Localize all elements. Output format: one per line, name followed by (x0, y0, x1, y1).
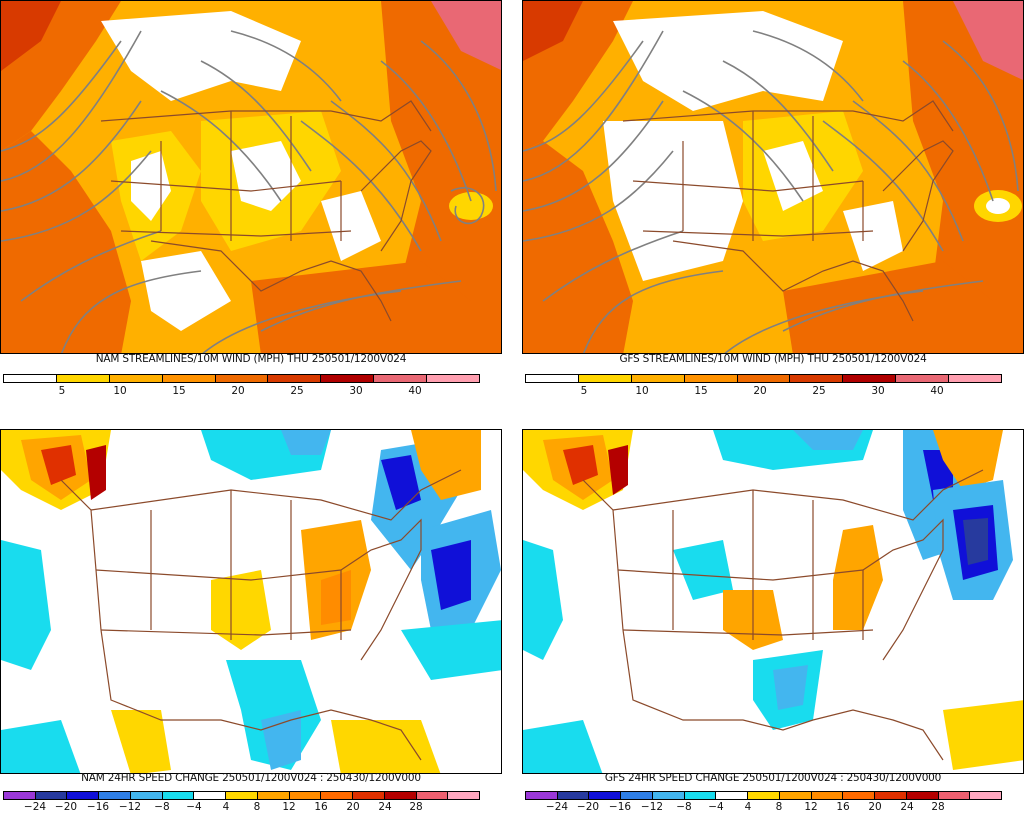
colorbar-tick: 24 (900, 801, 914, 813)
colorbar-ticks: 5 10 15 20 25 30 40 (3, 385, 480, 399)
speed-change-map (1, 430, 501, 773)
change-colorbar (3, 791, 480, 800)
colorbar-tick: 30 (871, 385, 885, 397)
colorbar-tick: 16 (836, 801, 850, 813)
colorbar-tick: −20 (54, 801, 78, 813)
panel-gfs-wind: GFS STREAMLINES/10M WIND (MPH) THU 25050… (522, 0, 1024, 410)
panel-nam-wind: NAM STREAMLINES/10M WIND (MPH) THU 25050… (0, 0, 502, 410)
panel-title: NAM 24HR SPEED CHANGE 250501/1200V024 : … (81, 772, 421, 784)
colorbar-tick: 25 (812, 385, 826, 397)
colorbar-tick: 8 (775, 801, 783, 813)
colorbar-tick: 5 (580, 385, 588, 397)
colorbar-tick: 8 (253, 801, 261, 813)
colorbar-tick: −24 (545, 801, 569, 813)
change-colorbar (525, 791, 1002, 800)
panel-nam-change: NAM 24HR SPEED CHANGE 250501/1200V024 : … (0, 409, 502, 819)
wind-field-map (1, 1, 501, 353)
colorbar-tick: 5 (58, 385, 66, 397)
colorbar-tick: −12 (640, 801, 664, 813)
map-gfs-change (522, 429, 1024, 774)
colorbar-tick: 20 (231, 385, 245, 397)
colorbar-tick: −4 (708, 801, 724, 813)
speed-change-map (523, 430, 1023, 773)
colorbar-tick: −20 (576, 801, 600, 813)
colorbar-ticks: −24 −20 −16 −12 −8 −4 4 8 12 16 20 24 28 (525, 801, 1002, 815)
colorbar-tick: −16 (608, 801, 632, 813)
colorbar-tick: 4 (222, 801, 230, 813)
colorbar-tick: 20 (346, 801, 360, 813)
colorbar-tick: 30 (349, 385, 363, 397)
colorbar-tick: 12 (804, 801, 818, 813)
panel-title: GFS 24HR SPEED CHANGE 250501/1200V024 : … (604, 772, 942, 784)
colorbar-tick: 28 (931, 801, 945, 813)
colorbar-ticks: −24 −20 −16 −12 −8 −4 4 8 12 16 20 24 28 (3, 801, 480, 815)
colorbar-tick: 12 (282, 801, 296, 813)
colorbar-tick: 28 (409, 801, 423, 813)
colorbar-tick: 40 (930, 385, 944, 397)
colorbar-ticks: 5 10 15 20 25 30 40 (525, 385, 1002, 399)
colorbar-tick: −24 (23, 801, 47, 813)
colorbar-tick: 25 (290, 385, 304, 397)
colorbar-tick: −4 (186, 801, 202, 813)
map-gfs-wind (522, 0, 1024, 354)
colorbar-tick: 20 (868, 801, 882, 813)
panel-gfs-change: GFS 24HR SPEED CHANGE 250501/1200V024 : … (522, 409, 1024, 819)
colorbar-tick: 20 (753, 385, 767, 397)
colorbar-tick: −8 (154, 801, 170, 813)
colorbar-tick: 24 (378, 801, 392, 813)
panel-title: GFS STREAMLINES/10M WIND (MPH) THU 25050… (619, 353, 927, 365)
map-nam-wind (0, 0, 502, 354)
colorbar-tick: −16 (86, 801, 110, 813)
wind-colorbar (525, 374, 1002, 383)
colorbar-tick: 4 (744, 801, 752, 813)
wind-colorbar (3, 374, 480, 383)
wind-field-map (523, 1, 1023, 353)
colorbar-tick: 40 (408, 385, 422, 397)
map-nam-change (0, 429, 502, 774)
colorbar-tick: −12 (118, 801, 142, 813)
colorbar-tick: 15 (694, 385, 708, 397)
colorbar-tick: −8 (676, 801, 692, 813)
colorbar-tick: 10 (113, 385, 127, 397)
panel-title: NAM STREAMLINES/10M WIND (MPH) THU 25050… (95, 353, 407, 365)
colorbar-tick: 15 (172, 385, 186, 397)
colorbar-tick: 10 (635, 385, 649, 397)
colorbar-tick: 16 (314, 801, 328, 813)
